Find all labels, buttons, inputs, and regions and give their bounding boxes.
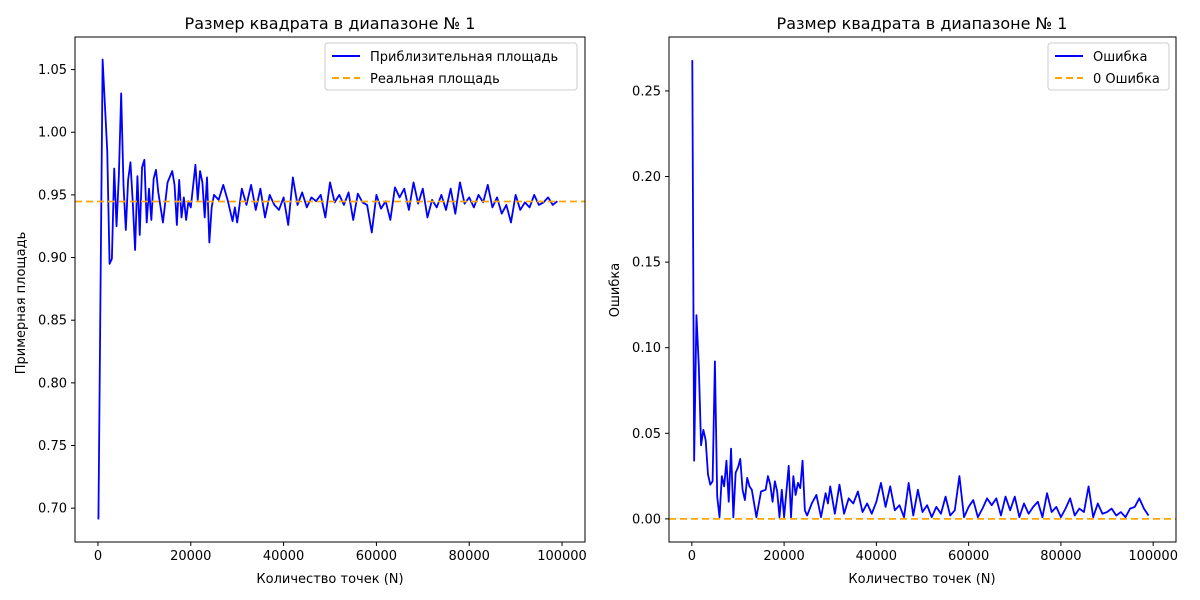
y-tick-label: 0.80 <box>38 376 67 391</box>
chart-title: Размер квадрата в диапазоне № 1 <box>185 14 476 33</box>
legend: Ошибка 0 Ошибка <box>1047 42 1170 91</box>
series-line-0 <box>97 58 558 520</box>
x-tick-label: 80000 <box>449 549 490 564</box>
legend-label-zero-error: 0 Ошибка <box>1093 72 1160 87</box>
x-tick-label: 40000 <box>263 549 304 564</box>
y-axis-label: Примерная площадь <box>14 232 29 375</box>
legend-label-approx-area: Приблизительная площадь <box>370 50 558 65</box>
x-tick-label: 40000 <box>856 549 897 564</box>
x-axis-label: Количество точек (N) <box>256 572 403 587</box>
y-tick-label: 0.85 <box>38 314 67 329</box>
series-line-0 <box>691 60 1150 519</box>
plot-frame <box>74 36 586 543</box>
x-tick-label: 20000 <box>170 549 211 564</box>
y-tick-label: 0.20 <box>632 170 661 185</box>
y-tick-label: 0.15 <box>632 256 661 271</box>
chart-error: Размер квадрата в диапазоне № 1 Количест… <box>608 14 1178 587</box>
x-axis-label: Количество точек (N) <box>848 572 995 587</box>
legend-label-error: Ошибка <box>1093 50 1147 65</box>
x-ticks: 0 20000 40000 60000 80000 100000 <box>688 542 1178 564</box>
legend-box <box>324 42 578 91</box>
x-tick-label: 80000 <box>1040 549 1081 564</box>
y-tick-label: 0.70 <box>38 502 67 517</box>
series-layer <box>669 60 1176 520</box>
y-axis-label: Ошибка <box>608 263 623 317</box>
y-tick-label: 0.05 <box>632 427 661 442</box>
legend: Приблизительная площадь Реальная площадь <box>324 42 578 91</box>
y-tick-label: 0.90 <box>38 251 67 266</box>
y-tick-label: 1.05 <box>38 63 67 78</box>
x-tick-label: 100000 <box>1128 549 1178 564</box>
y-ticks: 0.70 0.75 0.80 0.85 0.90 0.95 1.00 1.05 <box>38 63 75 517</box>
y-ticks: 0.00 0.05 0.10 0.15 0.20 0.25 <box>632 84 669 527</box>
chart-title: Размер квадрата в диапазоне № 1 <box>777 14 1068 33</box>
x-tick-label: 100000 <box>537 549 587 564</box>
x-tick-label: 60000 <box>356 549 397 564</box>
y-tick-label: 1.00 <box>38 126 67 141</box>
plot-frame <box>668 36 1177 543</box>
y-tick-label: 0.75 <box>38 439 67 454</box>
x-tick-label: 0 <box>94 549 102 564</box>
y-tick-label: 0.95 <box>38 188 67 203</box>
y-tick-label: 0.25 <box>632 84 661 99</box>
y-tick-label: 0.00 <box>632 512 661 527</box>
legend-label-real-area: Реальная площадь <box>370 72 500 87</box>
x-tick-label: 0 <box>688 549 696 564</box>
x-ticks: 0 20000 40000 60000 80000 100000 <box>94 542 587 564</box>
y-tick-label: 0.10 <box>632 341 661 356</box>
chart-approx-area: Размер квадрата в диапазоне № 1 Количест… <box>14 14 587 587</box>
x-tick-label: 20000 <box>763 549 804 564</box>
x-tick-label: 60000 <box>948 549 989 564</box>
series-layer <box>75 58 585 520</box>
